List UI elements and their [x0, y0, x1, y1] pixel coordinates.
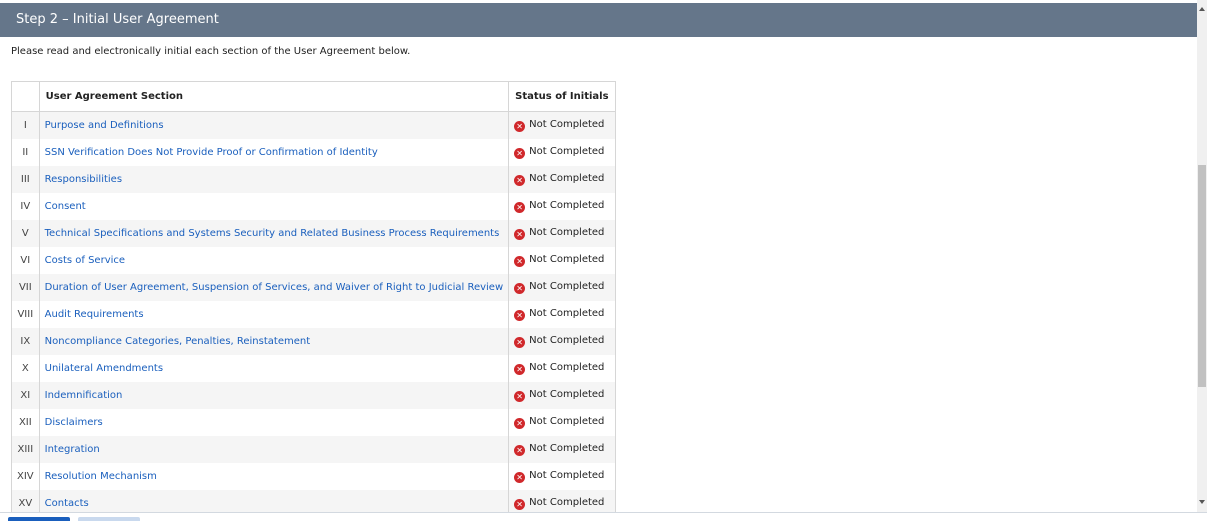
status-text: Not Completed: [529, 281, 605, 292]
table-row: III Responsibilities ✕ Not Completed: [11, 166, 616, 193]
section-number: XIV: [11, 463, 40, 490]
status-text: Not Completed: [529, 200, 605, 211]
status-text: Not Completed: [529, 335, 605, 346]
section-link[interactable]: Technical Specifications and Systems Sec…: [44, 228, 500, 239]
section-link[interactable]: Duration of User Agreement, Suspension o…: [44, 282, 504, 293]
status-text: Not Completed: [529, 389, 605, 400]
status-text: Not Completed: [529, 416, 605, 427]
status-text: Not Completed: [529, 497, 605, 508]
table-row: XI Indemnification ✕ Not Completed: [11, 382, 616, 409]
section-number: VIII: [11, 301, 40, 328]
table-row: IV Consent ✕ Not Completed: [11, 193, 616, 220]
table-row: IX Noncompliance Categories, Penalties, R…: [11, 328, 616, 355]
step-title: Step 2 – Initial User Agreement: [16, 12, 219, 27]
secondary-button[interactable]: [78, 517, 140, 521]
section-link[interactable]: Contacts: [44, 498, 89, 509]
table-row: X Unilateral Amendments ✕ Not Completed: [11, 355, 616, 382]
section-link[interactable]: Indemnification: [44, 390, 123, 401]
section-number: IX: [11, 328, 40, 355]
section-number: XII: [11, 409, 40, 436]
status-text: Not Completed: [529, 173, 605, 184]
column-header-number: [11, 81, 40, 112]
error-circle-x-icon: ✕: [514, 499, 526, 510]
scroll-up-arrow-icon[interactable]: [1199, 7, 1205, 11]
scroll-down-arrow-icon[interactable]: [1199, 500, 1205, 504]
section-link[interactable]: Costs of Service: [44, 255, 126, 266]
table-row: V Technical Specifications and Systems Se…: [11, 220, 616, 247]
table-row: XV Contacts ✕ Not Completed: [11, 490, 616, 512]
error-circle-x-icon: ✕: [514, 202, 526, 213]
section-number: V: [11, 220, 40, 247]
table-row: VII Duration of User Agreement, Suspensio…: [11, 274, 616, 301]
section-link[interactable]: Responsibilities: [44, 174, 123, 185]
error-circle-x-icon: ✕: [514, 445, 526, 456]
status-text: Not Completed: [529, 362, 605, 373]
section-link[interactable]: Integration: [44, 444, 100, 455]
status-text: Not Completed: [529, 308, 605, 319]
section-link[interactable]: Noncompliance Categories, Penalties, Rei…: [44, 336, 311, 347]
status-text: Not Completed: [529, 146, 605, 157]
table-row: I Purpose and Definitions ✕ Not Completed: [11, 111, 616, 139]
status-text: Not Completed: [529, 119, 605, 130]
section-link[interactable]: Audit Requirements: [44, 309, 144, 320]
section-number: IV: [11, 193, 40, 220]
primary-button[interactable]: [8, 517, 70, 521]
table-row: XII Disclaimers ✕ Not Completed: [11, 409, 616, 436]
section-link[interactable]: Unilateral Amendments: [44, 363, 164, 374]
error-circle-x-icon: ✕: [514, 364, 526, 375]
step-header: Step 2 – Initial User Agreement: [0, 3, 1197, 37]
section-number: XIII: [11, 436, 40, 463]
table-row: VI Costs of Service ✕ Not Completed: [11, 247, 616, 274]
table-row: II SSN Verification Does Not Provide Proo…: [11, 139, 616, 166]
section-number: XV: [11, 490, 40, 512]
footer-bar: [0, 512, 1207, 520]
status-text: Not Completed: [529, 470, 605, 481]
error-circle-x-icon: ✕: [514, 337, 526, 348]
vertical-scrollbar[interactable]: [1197, 0, 1207, 512]
section-link[interactable]: Resolution Mechanism: [44, 471, 157, 482]
table-header-row: User Agreement Section Status of Initial…: [11, 81, 616, 112]
column-header-section: User Agreement Section: [38, 81, 510, 112]
table-row: VIII Audit Requirements ✕ Not Completed: [11, 301, 616, 328]
error-circle-x-icon: ✕: [514, 472, 526, 483]
error-circle-x-icon: ✕: [514, 121, 526, 132]
error-circle-x-icon: ✕: [514, 229, 526, 240]
error-circle-x-icon: ✕: [514, 175, 526, 186]
main-content: Step 2 – Initial User Agreement Please r…: [0, 3, 1197, 512]
error-circle-x-icon: ✕: [514, 256, 526, 267]
status-text: Not Completed: [529, 254, 605, 265]
error-circle-x-icon: ✕: [514, 391, 526, 402]
section-link[interactable]: SSN Verification Does Not Provide Proof …: [44, 147, 378, 158]
intro-text: Please read and electronically initial e…: [11, 46, 411, 57]
error-circle-x-icon: ✕: [514, 310, 526, 321]
agreement-table: User Agreement Section Status of Initial…: [11, 81, 616, 512]
section-link[interactable]: Purpose and Definitions: [44, 120, 164, 131]
section-link[interactable]: Consent: [44, 201, 86, 212]
table-row: XIII Integration ✕ Not Completed: [11, 436, 616, 463]
section-number: III: [11, 166, 40, 193]
error-circle-x-icon: ✕: [514, 283, 526, 294]
section-number: VI: [11, 247, 40, 274]
section-number: I: [11, 111, 40, 139]
scrollbar-thumb[interactable]: [1198, 165, 1206, 387]
column-header-status: Status of Initials: [508, 81, 616, 112]
error-circle-x-icon: ✕: [514, 148, 526, 159]
section-number: II: [11, 139, 40, 166]
status-text: Not Completed: [529, 443, 605, 454]
table-row: XIV Resolution Mechanism ✕ Not Completed: [11, 463, 616, 490]
status-text: Not Completed: [529, 227, 605, 238]
section-link[interactable]: Disclaimers: [44, 417, 103, 428]
section-number: XI: [11, 382, 40, 409]
error-circle-x-icon: ✕: [514, 418, 526, 429]
section-number: X: [11, 355, 40, 382]
section-number: VII: [11, 274, 40, 301]
